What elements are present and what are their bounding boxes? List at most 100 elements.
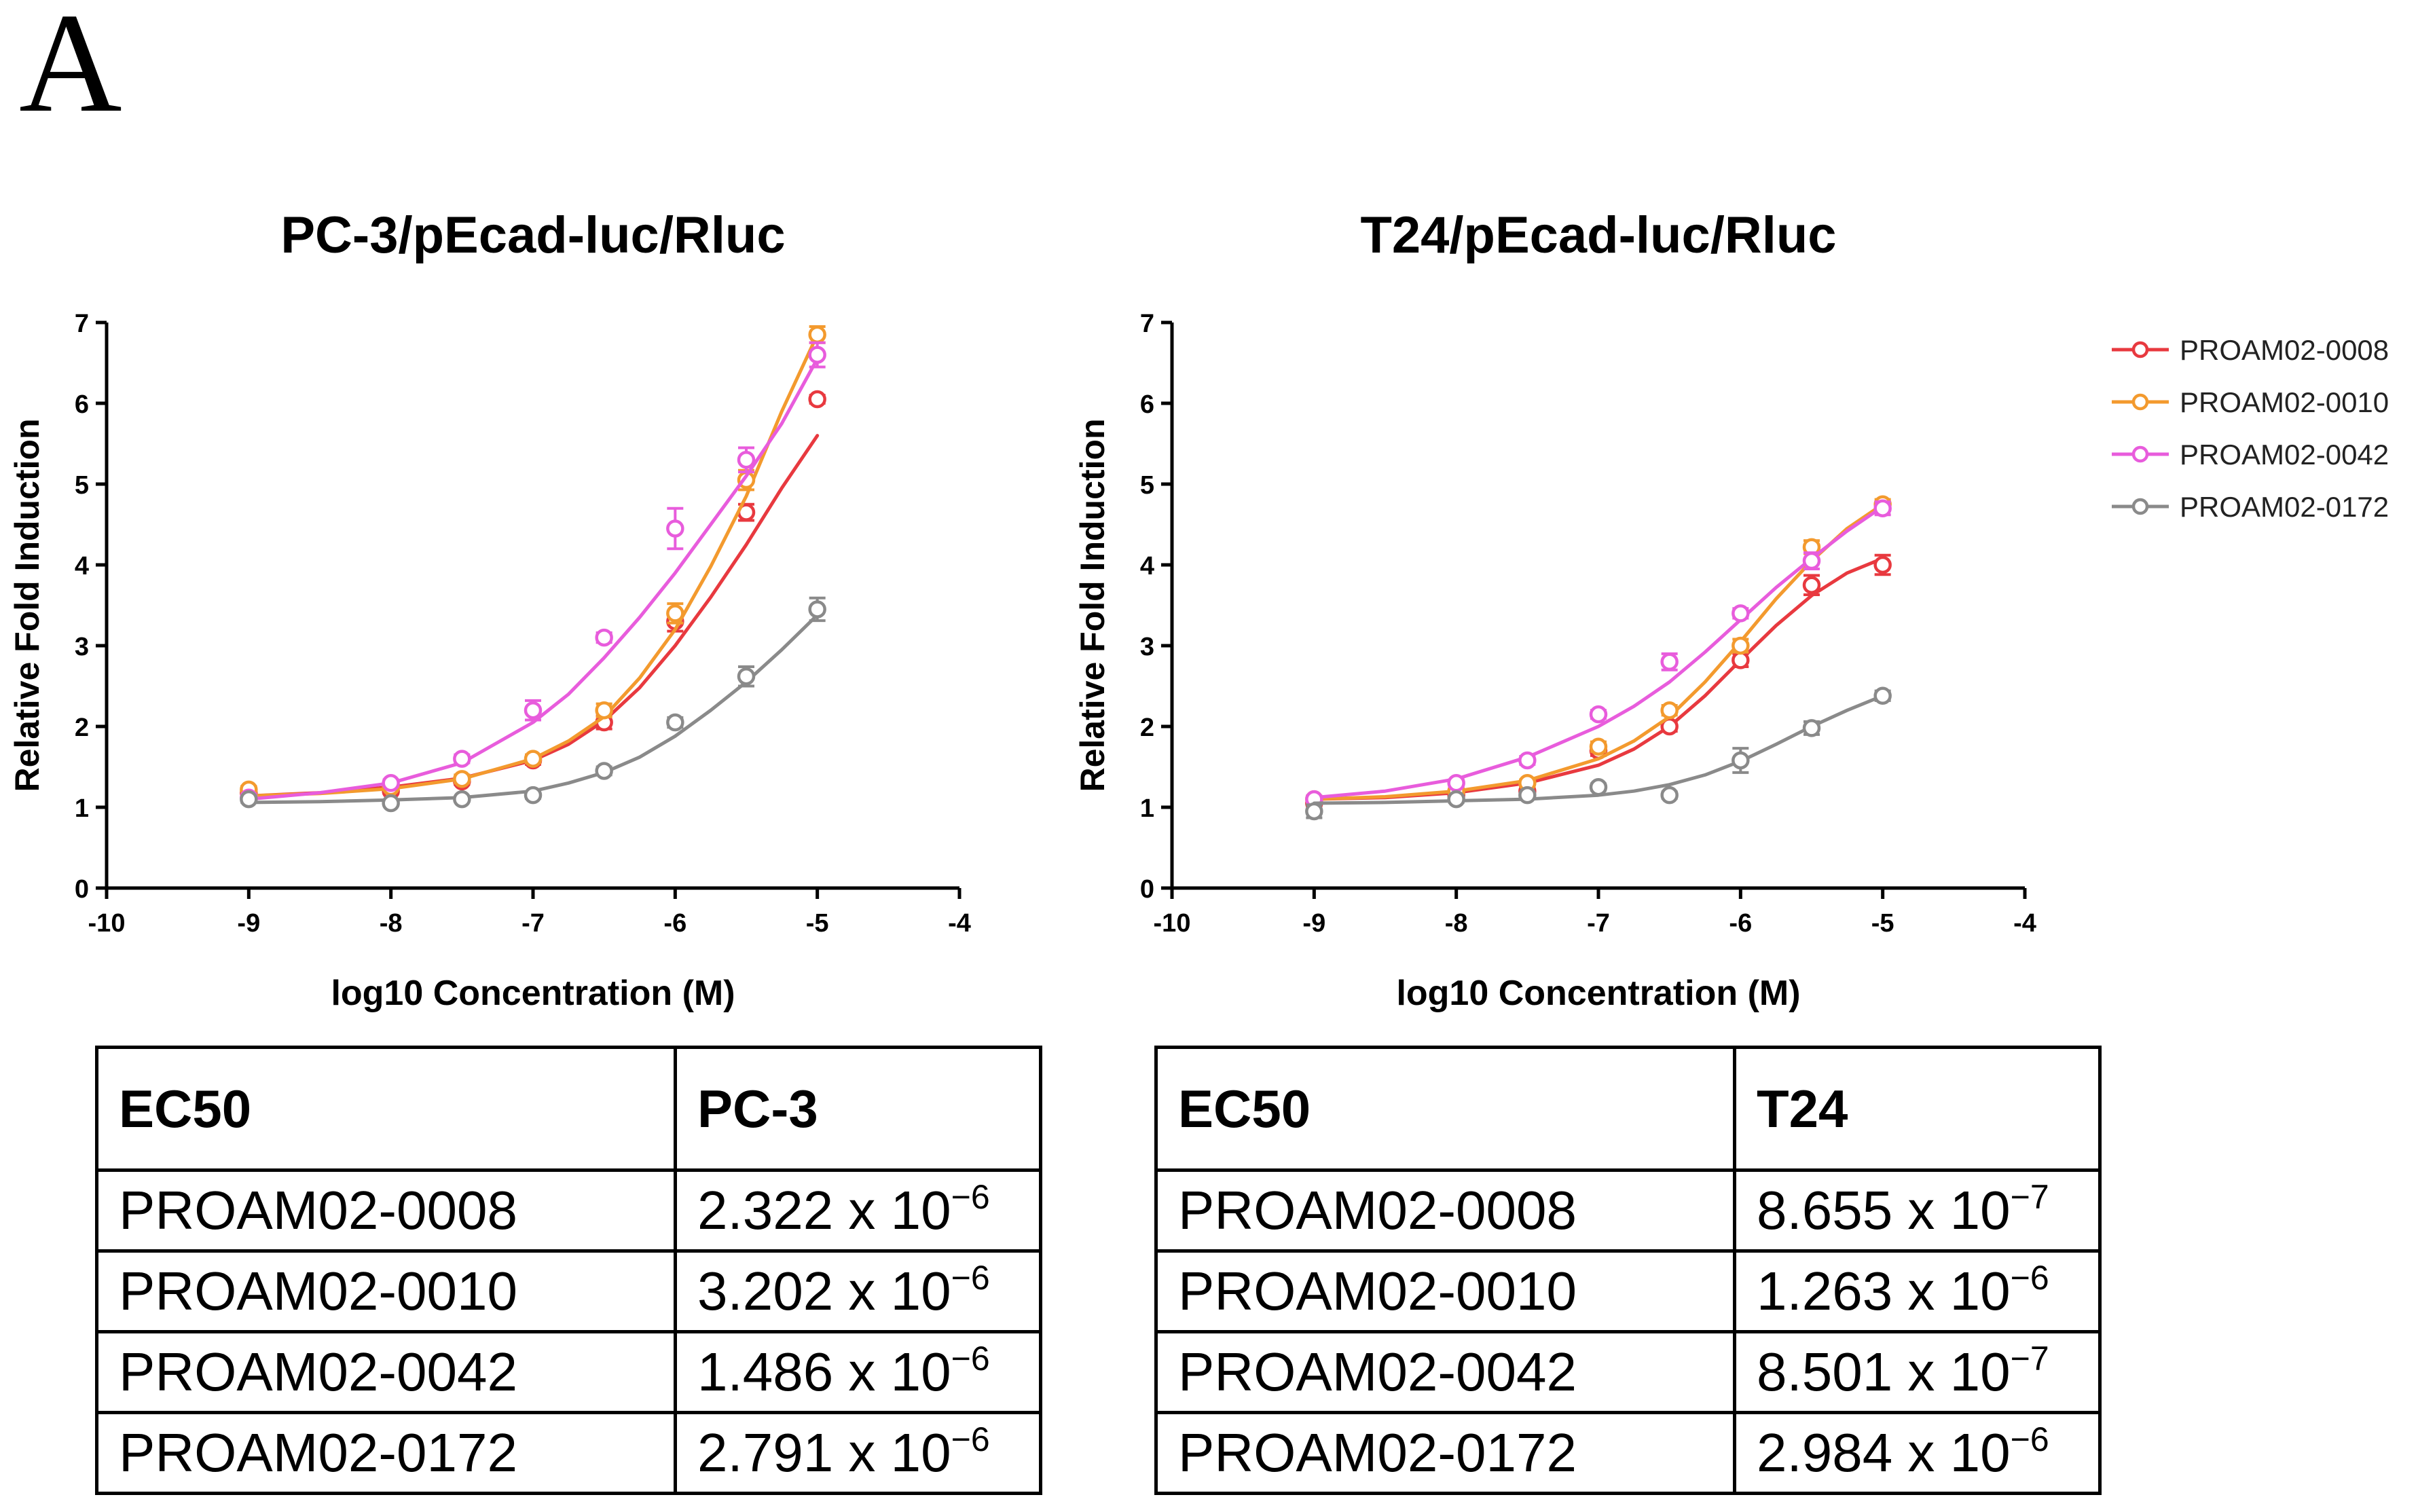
table-row: PROAM02-0042 8.501 x 10−7 [1154, 1330, 2102, 1414]
x-tick-label: -9 [237, 909, 260, 938]
table-row: PROAM02-0172 2.791 x 10−6 [95, 1411, 1042, 1495]
data-point-proam02-0172 [1589, 778, 1608, 796]
ec50-value-cell: 1.263 x 10−6 [1733, 1249, 2102, 1333]
table-row: PROAM02-0172 2.984 x 10−6 [1154, 1411, 2102, 1495]
y-tick-label: 7 [1140, 310, 1154, 338]
ec50-exponent: −6 [2010, 1259, 2049, 1297]
data-point-proam02-0172 [382, 794, 400, 813]
ec50-exponent: −6 [2010, 1420, 2049, 1458]
y-tick-label: 3 [75, 633, 89, 661]
data-point-proam02-0010 [453, 770, 471, 788]
data-point-proam02-0172 [1447, 790, 1465, 809]
data-point-proam02-0172 [524, 786, 543, 805]
legend-entry: PROAM02-0172 [2180, 491, 2389, 523]
data-point-proam02-0172 [1518, 786, 1537, 805]
y-tick-label: 4 [75, 552, 89, 580]
x-tick-label: -5 [806, 909, 829, 938]
ec50-mantissa: 8.501 x 10 [1757, 1342, 2011, 1402]
data-point-proam02-0042 [1518, 751, 1537, 770]
panel-label: A [19, 0, 122, 142]
data-point-proam02-0010 [595, 701, 613, 720]
table-header-cell: T24 [1733, 1046, 2102, 1172]
data-point-proam02-0042 [595, 628, 613, 647]
table-row: PROAM02-0008 2.322 x 10−6 [95, 1168, 1042, 1253]
y-tick-label: 5 [75, 471, 89, 500]
x-tick-label: -9 [1302, 909, 1325, 938]
data-point-proam02-0042 [666, 519, 684, 538]
legend-entry: PROAM02-0010 [2180, 386, 2389, 418]
compound-cell: PROAM02-0042 [1154, 1330, 1736, 1414]
table-header-cell: EC50 [1154, 1046, 1736, 1172]
y-tick-label: 2 [75, 714, 89, 742]
ec50-mantissa: 8.655 x 10 [1757, 1180, 2011, 1240]
y-tick-label: 1 [75, 794, 89, 823]
legend-marker [2131, 498, 2149, 515]
ec50-exponent: −7 [2010, 1340, 2049, 1378]
x-tick-label: -5 [1871, 909, 1894, 938]
table-header-cell: EC50 [95, 1046, 677, 1172]
data-point-proam02-0042 [1802, 551, 1821, 570]
data-point-proam02-0008 [808, 390, 826, 409]
ec50-value-cell: 8.655 x 10−7 [1733, 1168, 2102, 1253]
compound-cell: PROAM02-0010 [1154, 1249, 1736, 1333]
x-tick-label: -4 [948, 909, 971, 938]
ec50-table-t24: EC50 T24 PROAM02-0008 8.655 x 10−7 PROAM… [1154, 1046, 2102, 1495]
compound-cell: PROAM02-0008 [1154, 1168, 1736, 1253]
legend-entry: PROAM02-0008 [2180, 334, 2389, 366]
y-tick-label: 0 [75, 875, 89, 904]
x-axis-label: log10 Concentration (M) [331, 974, 735, 1013]
ec50-mantissa: 2.791 x 10 [697, 1422, 951, 1483]
x-tick-label: -6 [663, 909, 686, 938]
table-row: PROAM02-0010 1.263 x 10−6 [1154, 1249, 2102, 1333]
ec50-mantissa: 1.486 x 10 [697, 1342, 951, 1402]
x-tick-label: -4 [2013, 909, 2036, 938]
data-point-proam02-0010 [524, 750, 543, 768]
y-axis-label: Relative Fold Induction [1074, 418, 1112, 792]
x-tick-label: -8 [1445, 909, 1468, 938]
fit-curve-proam02-0008 [246, 434, 820, 798]
data-point-proam02-0042 [1660, 652, 1679, 671]
y-tick-label: 1 [1140, 794, 1154, 823]
ec50-table-pc3: EC50 PC-3 PROAM02-0008 2.322 x 10−6 PROA… [95, 1046, 1042, 1495]
data-point-proam02-0172 [453, 790, 471, 809]
data-point-proam02-0042 [524, 701, 543, 720]
compound-cell: PROAM02-0042 [95, 1330, 677, 1414]
x-tick-label: -8 [380, 909, 403, 938]
figure-charts: PC-3/pEcad-luc/Rluc -10 -9 -8 -7 -6 -5 -4 0 1 2 3 4 5… [8, 206, 2389, 1013]
data-point-proam02-0172 [1873, 686, 1892, 705]
ec50-exponent: −6 [951, 1178, 990, 1216]
legend-marker [2131, 445, 2149, 463]
data-point-proam02-0008 [1802, 576, 1821, 594]
data-point-proam02-0172 [240, 790, 258, 809]
data-point-proam02-0042 [1732, 604, 1750, 623]
data-point-proam02-0172 [1732, 751, 1750, 770]
table-header-row: EC50 PC-3 [95, 1046, 1042, 1172]
x-axis-label: log10 Concentration (M) [1396, 974, 1800, 1013]
data-point-proam02-0008 [1732, 651, 1750, 669]
legend-marker [2131, 341, 2149, 358]
fit-curve-proam02-0008 [1312, 557, 1885, 801]
data-point-proam02-0010 [1660, 701, 1679, 720]
ec50-value-cell: 2.984 x 10−6 [1733, 1411, 2102, 1495]
ec50-value-cell: 2.322 x 10−6 [674, 1168, 1042, 1253]
data-point-proam02-0042 [453, 750, 471, 768]
ec50-mantissa: 3.202 x 10 [697, 1261, 951, 1321]
y-tick-label: 3 [1140, 633, 1154, 661]
ec50-value-cell: 3.202 x 10−6 [674, 1249, 1042, 1333]
data-point-proam02-0042 [1447, 774, 1465, 792]
compound-cell: PROAM02-0010 [95, 1249, 677, 1333]
data-point-proam02-0172 [737, 667, 756, 686]
ec50-exponent: −7 [2010, 1178, 2049, 1216]
y-tick-label: 6 [75, 390, 89, 419]
data-point-proam02-0042 [808, 346, 826, 364]
data-point-proam02-0010 [1732, 636, 1750, 655]
table-row: PROAM02-0042 1.486 x 10−6 [95, 1330, 1042, 1414]
legend-entry: PROAM02-0042 [2180, 439, 2389, 471]
data-point-proam02-0172 [1802, 719, 1821, 737]
data-point-proam02-0010 [1589, 737, 1608, 756]
x-tick-label: -10 [1154, 909, 1191, 938]
ec50-mantissa: 1.263 x 10 [1757, 1261, 2011, 1321]
x-tick-label: -7 [521, 909, 545, 938]
compound-cell: PROAM02-0172 [1154, 1411, 1736, 1495]
chart-title: PC-3/pEcad-luc/Rluc [280, 206, 785, 264]
